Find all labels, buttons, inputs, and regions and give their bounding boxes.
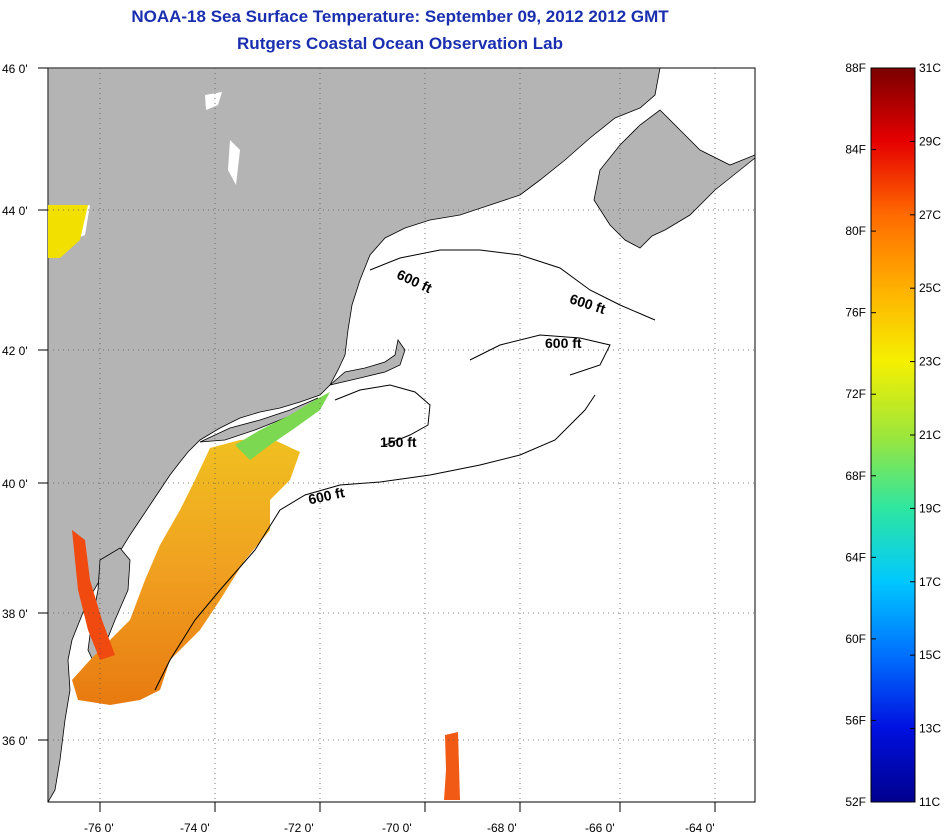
colorbar-c-label: 27C — [919, 208, 941, 222]
lon-tick-label: -74 0' — [180, 821, 210, 835]
lat-tick-label: 42 0' — [2, 344, 28, 358]
land-mainland — [48, 68, 661, 802]
contour-600ft-shelf — [154, 394, 596, 691]
land-mass — [48, 68, 755, 249]
contour-150ft — [334, 384, 431, 446]
lat-tick-label: 38 0' — [2, 607, 28, 621]
colorbar-f-label: 60F — [845, 632, 866, 646]
lat-tick-label: 44 0' — [2, 204, 28, 218]
lat-tick-label: 46 0' — [2, 62, 28, 76]
lon-tick-label: -66 0' — [585, 821, 615, 835]
colorbar-f-label: 84F — [845, 143, 866, 157]
colorbar-c-label: 15C — [919, 648, 941, 662]
colorbar-f-label: 80F — [845, 224, 866, 238]
lon-tick-label: -64 0' — [685, 821, 715, 835]
lon-tick-label: -70 0' — [382, 821, 412, 835]
colorbar-c-label: 17C — [919, 575, 941, 589]
sst-sound-water — [235, 392, 330, 460]
axis-ticks — [38, 67, 716, 812]
lake-patch — [205, 92, 222, 110]
colorbar-c-label: 25C — [919, 281, 941, 295]
colorbar-f-label: 64F — [845, 550, 866, 564]
colorbar-f-label: 88F — [845, 61, 866, 75]
colorbar-f-label: 52F — [845, 795, 866, 809]
colorbar-labels: 88F 84F 80F 76F 72F 68F 64F 60F 56F 52F 31C 29C 27C 2… — [845, 61, 941, 809]
contour-georges — [469, 334, 611, 376]
colorbar — [870, 67, 916, 803]
contour-label: 600 ft — [545, 335, 582, 351]
land-cape-cod — [329, 339, 406, 386]
colorbar-f-label: 72F — [845, 387, 866, 401]
colorbar-c-label: 19C — [919, 501, 941, 515]
contour-label: 150 ft — [380, 434, 417, 450]
lon-tick-label: -72 0' — [284, 821, 314, 835]
sst-offshore-patch — [444, 732, 460, 800]
colorbar-c-label: 13C — [919, 722, 941, 736]
sst-lake-patch — [48, 205, 88, 258]
colorbar-c-label: 31C — [919, 61, 941, 75]
map-subtitle: Rutgers Coastal Ocean Observation Lab — [237, 34, 563, 53]
lake-patch — [228, 140, 240, 185]
colorbar-f-label: 56F — [845, 713, 866, 727]
lon-tick-label: -68 0' — [487, 821, 517, 835]
contour-gulf-maine — [369, 249, 656, 321]
lat-tick-label: 40 0' — [2, 477, 28, 491]
map-title: NOAA-18 Sea Surface Temperature: Septemb… — [131, 7, 669, 26]
colorbar-c-label: 21C — [919, 428, 941, 442]
lat-tick-label: 36 0' — [2, 734, 28, 748]
colorbar-c-label: 23C — [919, 355, 941, 369]
colorbar-f-label: 76F — [845, 306, 866, 320]
sst-shelf-water — [72, 438, 300, 705]
sst-chesapeake — [72, 530, 115, 660]
colorbar-f-label: 68F — [845, 469, 866, 483]
colorbar-c-label: 29C — [919, 134, 941, 148]
contour-label: 600 ft — [307, 484, 346, 507]
map-layers — [48, 68, 755, 802]
lon-tick-label: -76 0' — [84, 821, 114, 835]
colorbar-c-label: 11C — [919, 795, 940, 809]
